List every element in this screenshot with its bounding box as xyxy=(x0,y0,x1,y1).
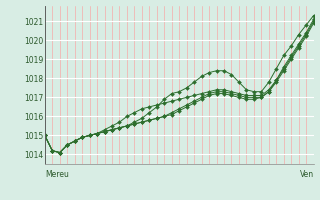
Text: Mereu: Mereu xyxy=(45,170,69,179)
Text: Ven: Ven xyxy=(300,170,314,179)
